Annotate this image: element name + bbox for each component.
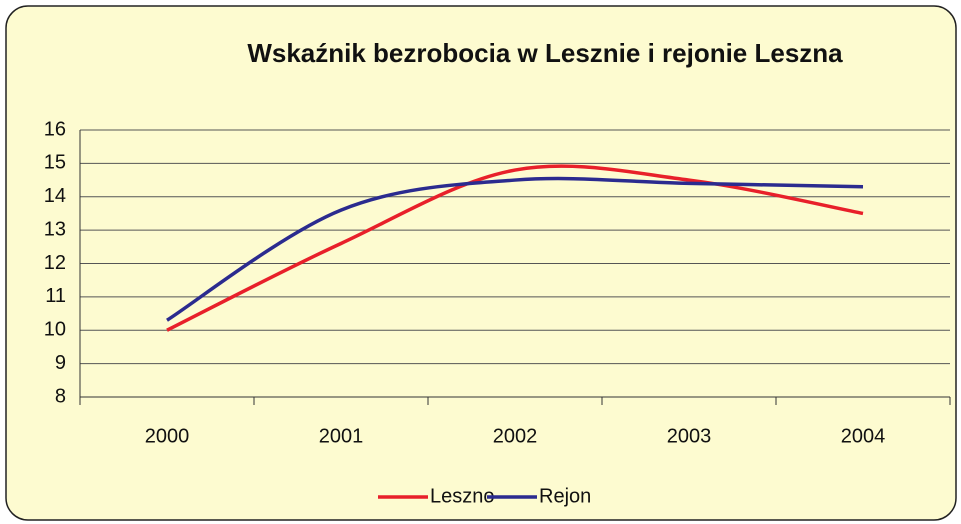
x-tick-label: 2003 bbox=[667, 425, 712, 447]
chart-title: Wskaźnik bezrobocia w Lesznie i rejonie … bbox=[247, 38, 843, 68]
y-tick-label: 12 bbox=[44, 252, 66, 274]
line bbox=[166, 176, 864, 322]
y-tick-label: 9 bbox=[55, 352, 66, 374]
y-tick-label: 15 bbox=[44, 152, 66, 174]
legend-label: Rejon bbox=[539, 485, 591, 507]
y-tick-label: 11 bbox=[45, 285, 66, 307]
y-tick-label: 14 bbox=[44, 185, 66, 207]
legend-label: Leszno bbox=[430, 485, 495, 507]
x-tick-label: 2002 bbox=[493, 425, 538, 447]
y-tick-label: 8 bbox=[55, 385, 66, 407]
line bbox=[166, 164, 864, 332]
y-tick-label: 16 bbox=[44, 118, 66, 140]
y-tick-label: 10 bbox=[44, 319, 66, 341]
x-tick-label: 2001 bbox=[319, 425, 364, 447]
x-tick-label: 2004 bbox=[841, 425, 886, 447]
y-tick-label: 13 bbox=[44, 218, 66, 240]
x-tick-label: 2000 bbox=[145, 425, 190, 447]
